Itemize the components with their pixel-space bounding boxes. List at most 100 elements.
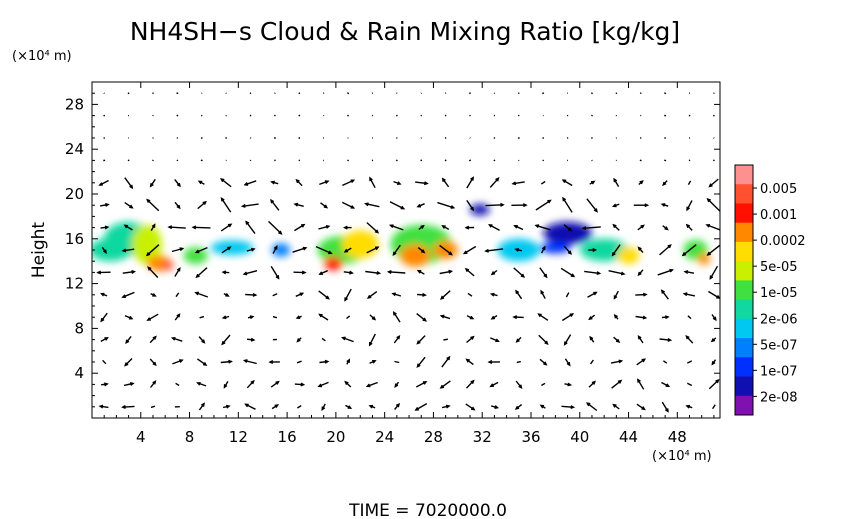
wind-vector — [611, 380, 622, 389]
wind-vector — [389, 201, 405, 210]
x-tick-label: 20 — [326, 428, 345, 446]
wind-vector-head — [416, 269, 422, 274]
wind-vector-head — [660, 289, 665, 294]
wind-vector — [272, 316, 278, 319]
wind-vector — [122, 405, 135, 408]
wind-vector-head — [343, 225, 348, 230]
wind-vector-head — [366, 294, 372, 299]
wind-vector — [682, 244, 697, 256]
wind-vector-head — [593, 291, 598, 296]
wind-vector-head — [278, 230, 283, 235]
wind-vector — [562, 197, 573, 213]
x-tick-label: 8 — [185, 428, 195, 446]
wind-vector — [636, 358, 646, 366]
wind-vector-head — [395, 402, 401, 408]
wind-vector-head — [299, 292, 305, 297]
wind-vector-head — [706, 197, 711, 203]
wind-vector — [124, 177, 133, 189]
wind-vector-head — [514, 247, 519, 252]
wind-vector — [246, 380, 255, 389]
wind-vector — [513, 267, 525, 278]
wind-vector-head — [146, 198, 151, 203]
wind-vector-head — [170, 336, 176, 341]
wind-vector-head — [273, 245, 278, 250]
wind-vector — [468, 92, 472, 95]
wind-vector-head — [618, 359, 624, 364]
wind-vector-head — [686, 206, 690, 212]
wind-vector — [542, 159, 545, 162]
y-tick-label: 16 — [65, 230, 84, 248]
wind-vector-head — [296, 338, 301, 343]
wind-vector — [124, 358, 133, 366]
wind-vector — [176, 92, 179, 95]
colorbar-label: 0.0002 — [760, 234, 806, 249]
wind-vector — [420, 114, 423, 117]
wind-vector-head — [642, 292, 648, 297]
wind-vector — [102, 359, 107, 365]
wind-vector — [661, 401, 669, 412]
wind-vector-head — [470, 335, 475, 340]
wind-vector-head — [681, 252, 687, 257]
wind-vector-head — [270, 198, 275, 204]
wind-vector-head — [712, 316, 717, 322]
wind-vector-head — [249, 315, 255, 320]
wind-vector-head — [225, 404, 231, 409]
wind-vector — [707, 198, 720, 212]
wind-vector-head — [709, 275, 714, 280]
wind-vector-head — [129, 184, 134, 190]
wind-vector-head — [637, 246, 642, 251]
wind-vector-head — [167, 225, 173, 230]
wind-vector — [243, 270, 258, 275]
wind-vector — [172, 359, 183, 365]
wind-vector-head — [152, 293, 157, 297]
wind-vector-head — [716, 295, 720, 299]
wind-vector — [610, 360, 622, 364]
wind-vector — [366, 381, 378, 387]
wind-vector-head — [644, 203, 650, 208]
wind-vector-head — [543, 361, 548, 366]
wind-vector — [395, 114, 398, 117]
wind-vector-head — [420, 224, 425, 229]
wind-vector-head — [489, 383, 494, 388]
wind-vector — [538, 334, 549, 345]
wind-vector — [540, 180, 546, 185]
wind-vector-head — [641, 358, 647, 363]
wind-vector-head — [439, 384, 445, 389]
wind-vector-head — [201, 339, 206, 344]
wind-vector-head — [570, 273, 576, 278]
wind-vector-head — [197, 180, 203, 185]
wind-vector — [490, 337, 499, 342]
wind-vector — [199, 315, 205, 319]
wind-vector-head — [445, 404, 451, 409]
wind-vector-head — [123, 224, 129, 229]
wind-vector — [584, 270, 600, 275]
cloud-cell — [543, 222, 592, 245]
wind-vector-head — [397, 181, 402, 186]
wind-vector — [686, 382, 693, 387]
colorbar-swatch — [735, 376, 753, 397]
wind-vector-head — [275, 275, 280, 280]
wind-vector — [441, 356, 451, 368]
wind-vector — [200, 114, 203, 117]
wind-vector-head — [179, 247, 185, 252]
wind-vector-field — [96, 92, 720, 413]
wind-vector-head — [495, 338, 500, 343]
wind-vector-head — [495, 177, 500, 182]
wind-vector — [342, 336, 354, 343]
wind-vector — [272, 293, 278, 297]
wind-vector-head — [423, 181, 429, 186]
wind-vector-head — [176, 313, 181, 318]
wind-vector-head — [100, 317, 105, 323]
wind-vector — [493, 137, 496, 139]
wind-vector — [542, 137, 545, 139]
wind-vector — [514, 225, 524, 231]
wind-vector — [535, 199, 551, 211]
wind-vector — [127, 92, 130, 95]
wind-vector-head — [637, 271, 642, 277]
x-tick-label: 48 — [668, 428, 687, 446]
wind-vector-head — [637, 378, 641, 383]
wind-vector-head — [350, 179, 356, 184]
wind-vector — [468, 159, 472, 162]
wind-vector — [319, 180, 329, 186]
wind-vector — [172, 337, 183, 342]
